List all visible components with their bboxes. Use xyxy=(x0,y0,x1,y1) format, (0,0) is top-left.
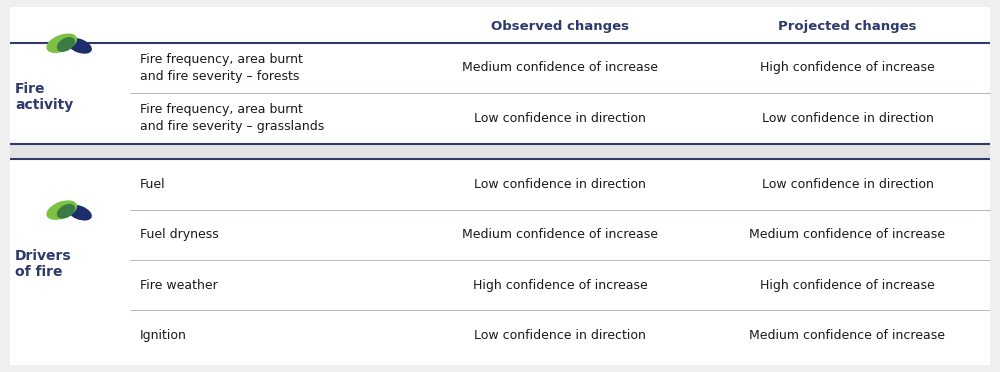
Text: Low confidence in direction: Low confidence in direction xyxy=(474,329,646,342)
Bar xyxy=(10,144,990,159)
Text: High confidence of increase: High confidence of increase xyxy=(473,279,647,292)
Ellipse shape xyxy=(57,204,75,219)
Text: Low confidence in direction: Low confidence in direction xyxy=(474,112,646,125)
Text: Observed changes: Observed changes xyxy=(491,20,629,33)
Text: Medium confidence of increase: Medium confidence of increase xyxy=(462,61,658,74)
Ellipse shape xyxy=(46,33,77,53)
Text: Fire frequency, area burnt
and fire severity – forests: Fire frequency, area burnt and fire seve… xyxy=(140,53,303,83)
Text: Projected changes: Projected changes xyxy=(778,20,917,33)
Text: Medium confidence of increase: Medium confidence of increase xyxy=(462,228,658,241)
Text: Medium confidence of increase: Medium confidence of increase xyxy=(750,228,945,241)
Text: Low confidence in direction: Low confidence in direction xyxy=(762,112,933,125)
Text: Fuel dryness: Fuel dryness xyxy=(140,228,219,241)
Text: Fire weather: Fire weather xyxy=(140,279,218,292)
Ellipse shape xyxy=(57,37,75,52)
Text: Fire
activity: Fire activity xyxy=(15,82,73,112)
Ellipse shape xyxy=(67,38,92,54)
Text: Low confidence in direction: Low confidence in direction xyxy=(474,178,646,191)
Ellipse shape xyxy=(46,201,77,220)
Text: Fuel: Fuel xyxy=(140,178,166,191)
Text: Medium confidence of increase: Medium confidence of increase xyxy=(750,329,945,342)
Text: Low confidence in direction: Low confidence in direction xyxy=(762,178,933,191)
Text: Ignition: Ignition xyxy=(140,329,187,342)
Text: Fire frequency, area burnt
and fire severity – grasslands: Fire frequency, area burnt and fire seve… xyxy=(140,103,324,134)
Text: High confidence of increase: High confidence of increase xyxy=(760,61,935,74)
Text: Drivers
of fire: Drivers of fire xyxy=(15,248,72,279)
Ellipse shape xyxy=(67,205,92,221)
Text: High confidence of increase: High confidence of increase xyxy=(760,279,935,292)
